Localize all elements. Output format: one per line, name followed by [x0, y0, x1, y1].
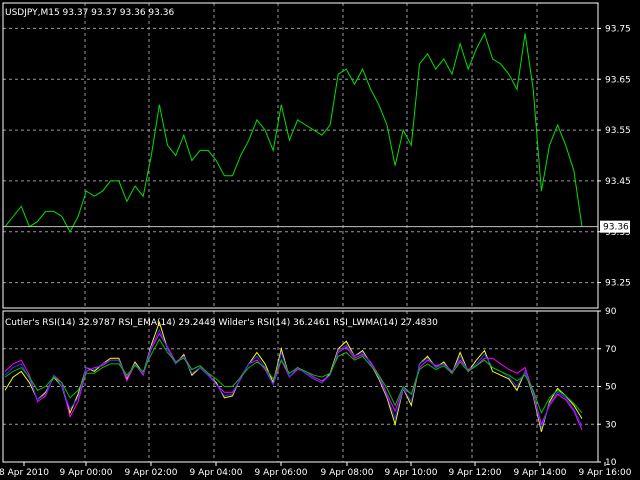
- indicator-pane[interactable]: 90 70 50 30 10 Cutler's RSI(14) 32.9787 RSI_…: [3, 307, 617, 468]
- main-frame: [2, 2, 599, 309]
- time-tick-label: 9 Apr 04:00: [190, 468, 243, 478]
- time-tick-label: 9 Apr 08:00: [321, 468, 374, 478]
- price-line-0: [4, 32, 583, 233]
- time-tick-label: 9 Apr 12:00: [449, 468, 502, 478]
- main-chart-title: USDJPY,M15 93.37 93.37 93.36 93.36: [5, 8, 174, 18]
- indicator-axis-tick-label: 10: [605, 458, 617, 468]
- rsi-line-3: [4, 338, 583, 415]
- time-tick-label: 9 Apr 02:00: [125, 468, 178, 478]
- current-price-tag: [600, 220, 630, 233]
- time-tick-label: 9 Apr 00:00: [60, 468, 113, 478]
- rsi-line-1: [4, 332, 583, 431]
- time-tick-label: 9 Apr 10:00: [385, 468, 438, 478]
- indicator-grid: [3, 310, 598, 463]
- indicator-frame: [2, 310, 599, 463]
- time-tick-label: 9 Apr 16:00: [579, 468, 632, 478]
- price-axis-tick-label: 93.45: [605, 177, 631, 187]
- main-grid: [3, 3, 598, 308]
- indicator-axis-tick-label: 50: [605, 383, 617, 393]
- time-tick-label: 8 Apr 2010: [0, 468, 49, 478]
- indicator-title: Cutler's RSI(14) 32.9787 RSI_EMA(14) 29.…: [5, 318, 438, 328]
- price-axis-tick-label: 93.55: [605, 126, 631, 136]
- time-tick-label: 9 Apr 14:00: [514, 468, 567, 478]
- current-price-label: 93.36: [603, 223, 629, 233]
- pane-frames: [2, 2, 599, 463]
- indicator-axis-tick-label: 30: [605, 420, 617, 430]
- indicator-series: [4, 320, 583, 432]
- time-tick-label: 9 Apr 06:00: [255, 468, 308, 478]
- price-axis-tick-label: 93.65: [605, 75, 631, 85]
- indicator-axis-tick-label: 90: [605, 307, 617, 317]
- rsi-line-2: [4, 328, 583, 430]
- indicator-axis-tick-label: 70: [605, 345, 617, 355]
- price-axis-tick-label: 93.35: [605, 228, 631, 238]
- main-price-pane[interactable]: 93.75 93.65 93.55 93.45 93.35 93.25 93.36 USDJ…: [3, 3, 631, 308]
- time-axis: 8 Apr 2010 9 Apr 00:00 9 Apr 02:00 9 Apr 04…: [0, 462, 632, 478]
- price-series: [4, 32, 583, 233]
- price-axis-tick-label: 93.75: [605, 24, 631, 34]
- main-price-axis: 93.75 93.65 93.55 93.45 93.35 93.25 93.36: [3, 24, 631, 289]
- price-axis-tick-label: 93.25: [605, 279, 631, 289]
